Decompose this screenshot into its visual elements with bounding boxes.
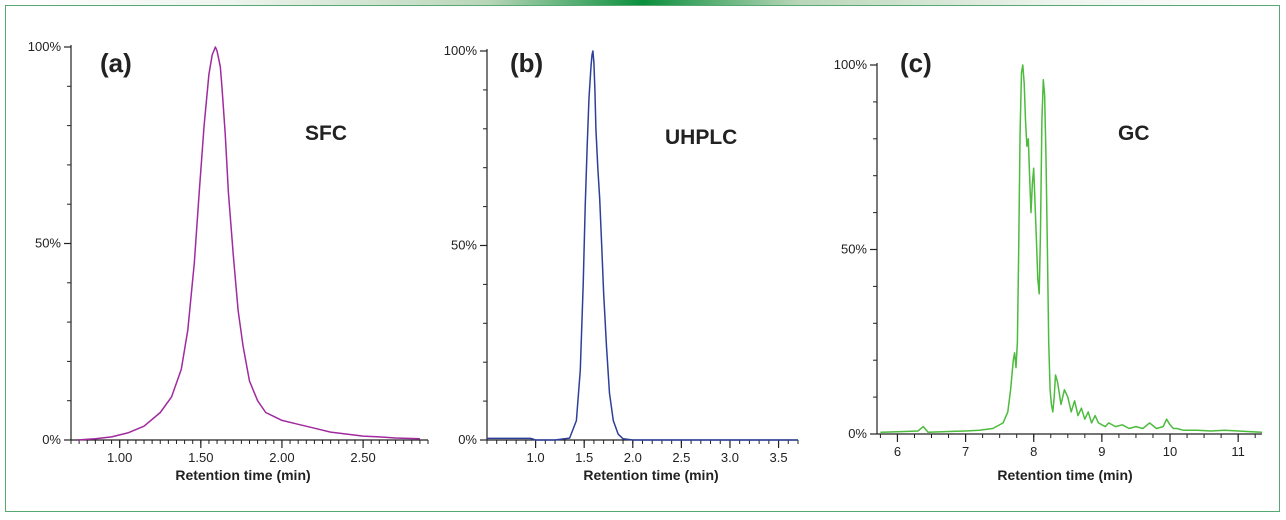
- y-tick-label: 0%: [458, 432, 477, 447]
- x-tick-label: 2.00: [269, 450, 294, 465]
- x-tick-label: 6: [894, 444, 901, 459]
- y-tick-label: 0%: [42, 432, 61, 447]
- panel-a: (a) SFC Retention time (min) 0% 50% 100% 1.…: [28, 39, 429, 483]
- panel-c-x-axis-title: Retention time (min): [997, 467, 1132, 483]
- x-tick-label: 1.5: [575, 450, 593, 465]
- x-tick-label: 2.5: [672, 450, 690, 465]
- chromatogram-trace: [880, 64, 1263, 433]
- panel-c-label: (c): [900, 48, 932, 78]
- panel-a-x-axis-title: Retention time (min): [175, 467, 310, 483]
- x-tick-label: 3.0: [721, 450, 739, 465]
- panel-c-method-label: GC: [1118, 122, 1150, 145]
- panel-b-x-axis-title: Retention time (min): [583, 467, 718, 483]
- x-tick-label: 11: [1231, 444, 1245, 459]
- x-tick-label: 8: [1030, 444, 1037, 459]
- x-tick-label: 7: [962, 444, 969, 459]
- panel-c: (c) GC Retention time (min) 0% 50% 100% 6 7 8…: [834, 48, 1263, 483]
- x-tick-label: 1.0: [527, 450, 545, 465]
- figure-frame: [5, 5, 1280, 512]
- y-tick-label: 100%: [834, 57, 868, 72]
- x-tick-label: 2.0: [624, 450, 642, 465]
- y-tick-label: 100%: [444, 43, 478, 58]
- panel-a-method-label: SFC: [305, 122, 347, 145]
- x-tick-label: 3.5: [770, 450, 788, 465]
- x-tick-label: 9: [1098, 444, 1105, 459]
- panel-b-label: (b): [510, 48, 543, 78]
- panel-b: (b) UHPLC Retention time (min) 0% 50% 100%…: [444, 43, 799, 483]
- x-tick-label: 2.50: [350, 450, 375, 465]
- y-tick-label: 50%: [451, 238, 477, 253]
- x-tick-label: 1.00: [107, 450, 132, 465]
- x-tick-label: 10: [1163, 444, 1177, 459]
- panel-b-method-label: UHPLC: [665, 126, 737, 149]
- y-tick-label: 0%: [848, 426, 867, 441]
- panel-a-label: (a): [100, 48, 132, 78]
- y-tick-label: 100%: [28, 39, 62, 54]
- y-tick-label: 50%: [841, 242, 867, 257]
- x-tick-label: 1.50: [188, 450, 213, 465]
- y-tick-label: 50%: [35, 236, 61, 251]
- chromatogram-trace: [487, 50, 798, 441]
- chromatogram-trace: [77, 46, 420, 441]
